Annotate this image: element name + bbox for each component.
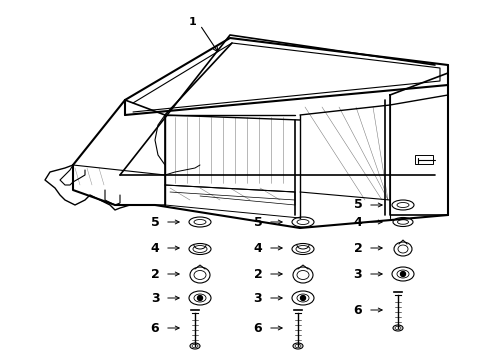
Text: 3: 3: [353, 267, 362, 280]
Text: 2: 2: [150, 267, 159, 280]
Text: 1: 1: [189, 17, 197, 27]
Circle shape: [300, 296, 305, 301]
Text: 5: 5: [150, 216, 159, 229]
Text: 4: 4: [253, 242, 262, 255]
Text: 5: 5: [353, 198, 362, 211]
Text: 6: 6: [353, 303, 362, 316]
Text: 3: 3: [253, 292, 262, 305]
Text: 5: 5: [253, 216, 262, 229]
Bar: [414, 155, 432, 164]
Text: 4: 4: [353, 216, 362, 229]
Text: 4: 4: [150, 242, 159, 255]
Text: 6: 6: [253, 321, 262, 334]
Circle shape: [197, 296, 202, 301]
Text: 2: 2: [253, 267, 262, 280]
Text: 2: 2: [353, 242, 362, 255]
Circle shape: [400, 271, 405, 276]
Text: 3: 3: [150, 292, 159, 305]
Text: 6: 6: [150, 321, 159, 334]
